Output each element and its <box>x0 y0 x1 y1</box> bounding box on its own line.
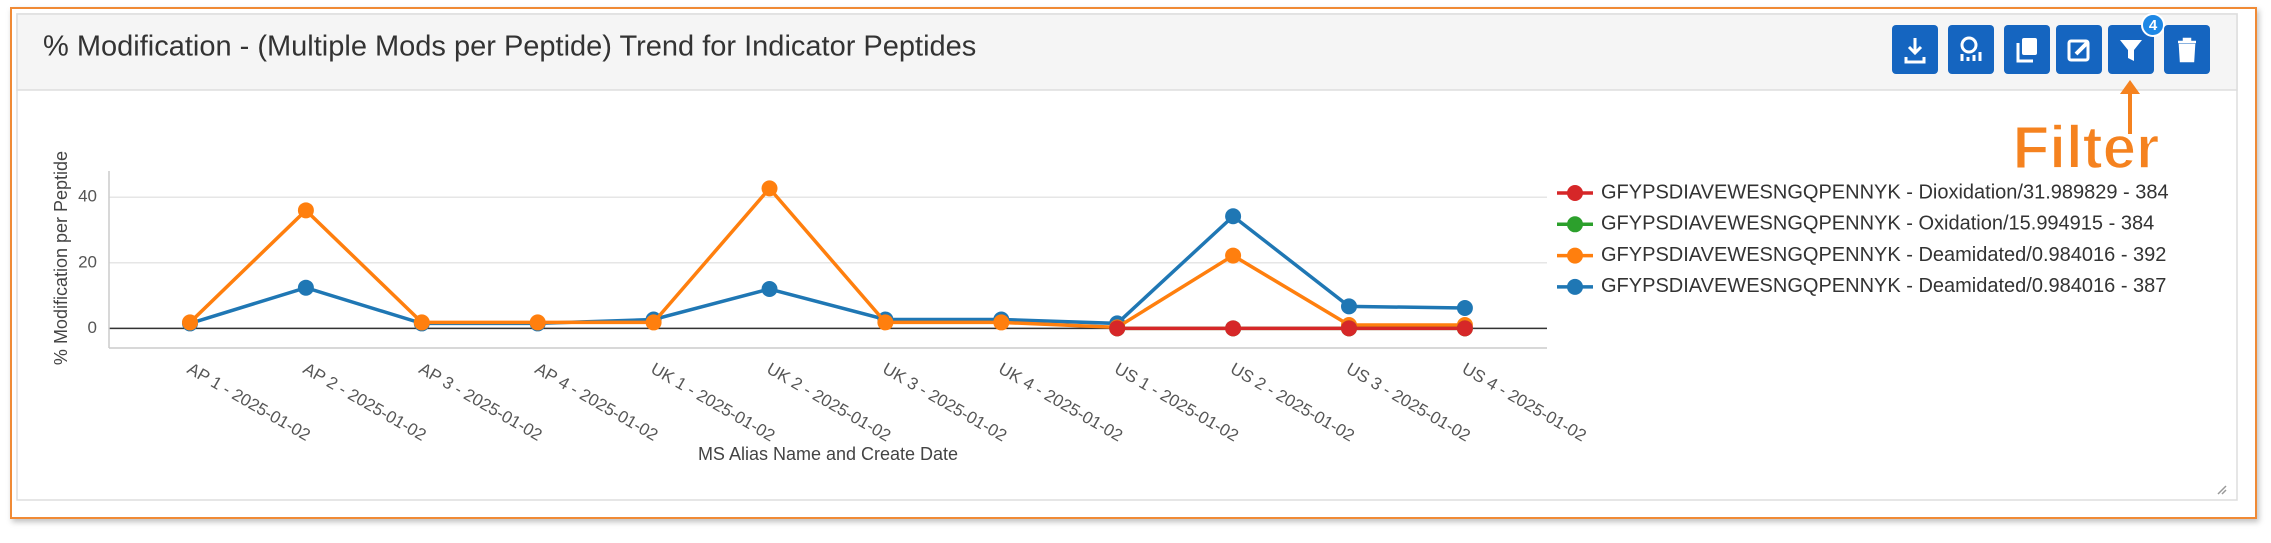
legend-marker <box>1567 247 1583 264</box>
legend-marker <box>1567 278 1583 295</box>
data-point <box>182 314 198 331</box>
data-point <box>761 180 778 197</box>
x-axis-title: MS Alias Name and Create Date <box>698 444 958 464</box>
data-point <box>297 202 314 219</box>
y-tick-label: 40 <box>78 187 97 206</box>
y-axis-title: % Modification per Peptide <box>51 151 71 365</box>
data-point <box>877 314 894 331</box>
legend-label: GFYPSDIAVEWESNGQPENNYK - Deamidated/0.98… <box>1601 244 2166 266</box>
toolbar: 4 <box>1892 13 2210 74</box>
annotation-text: Filter <box>2013 114 2160 181</box>
series-line <box>189 213 1465 326</box>
data-point <box>529 314 546 331</box>
legend-label: GFYPSDIAVEWESNGQPENNYK - Deamidated/0.98… <box>1601 275 2166 297</box>
legend-label: GFYPSDIAVEWESNGQPENNYK - Oxidation/15.99… <box>1601 213 2154 235</box>
copy-button[interactable] <box>2004 25 2050 74</box>
data-point <box>1341 298 1357 315</box>
legend-marker <box>1567 216 1583 233</box>
widget-title: % Modification - (Multiple Mods per Pept… <box>43 31 976 63</box>
widget-header <box>16 13 2238 91</box>
data-point <box>1456 300 1473 317</box>
legend-label: GFYPSDIAVEWESNGQPENNYK - Dioxidation/31.… <box>1601 181 2169 203</box>
data-point <box>1456 320 1473 337</box>
annotation-arrowhead <box>2120 80 2140 94</box>
data-point <box>1341 320 1357 337</box>
data-point <box>761 281 778 297</box>
inspect-button[interactable] <box>1948 25 1994 74</box>
filter-badge <box>2141 13 2165 37</box>
data-point <box>413 314 430 331</box>
data-point <box>1225 208 1242 225</box>
widget <box>16 13 2238 501</box>
data-point <box>645 314 662 331</box>
resize-grip <box>2217 485 2227 495</box>
filter-badge-count: 4 <box>2149 17 2158 34</box>
data-point <box>297 279 314 296</box>
download-button[interactable] <box>1892 25 1938 74</box>
series-line <box>188 185 1465 330</box>
y-tick-label: 20 <box>78 252 97 271</box>
data-point <box>1225 247 1242 264</box>
data-point <box>993 314 1010 331</box>
filter-button[interactable] <box>2108 25 2154 74</box>
y-tick-label: 0 <box>88 318 97 337</box>
data-point <box>1109 320 1126 337</box>
data-point <box>1225 320 1242 337</box>
legend-marker <box>1567 185 1583 201</box>
delete-button[interactable] <box>2164 25 2210 74</box>
edit-button[interactable] <box>2056 25 2102 74</box>
